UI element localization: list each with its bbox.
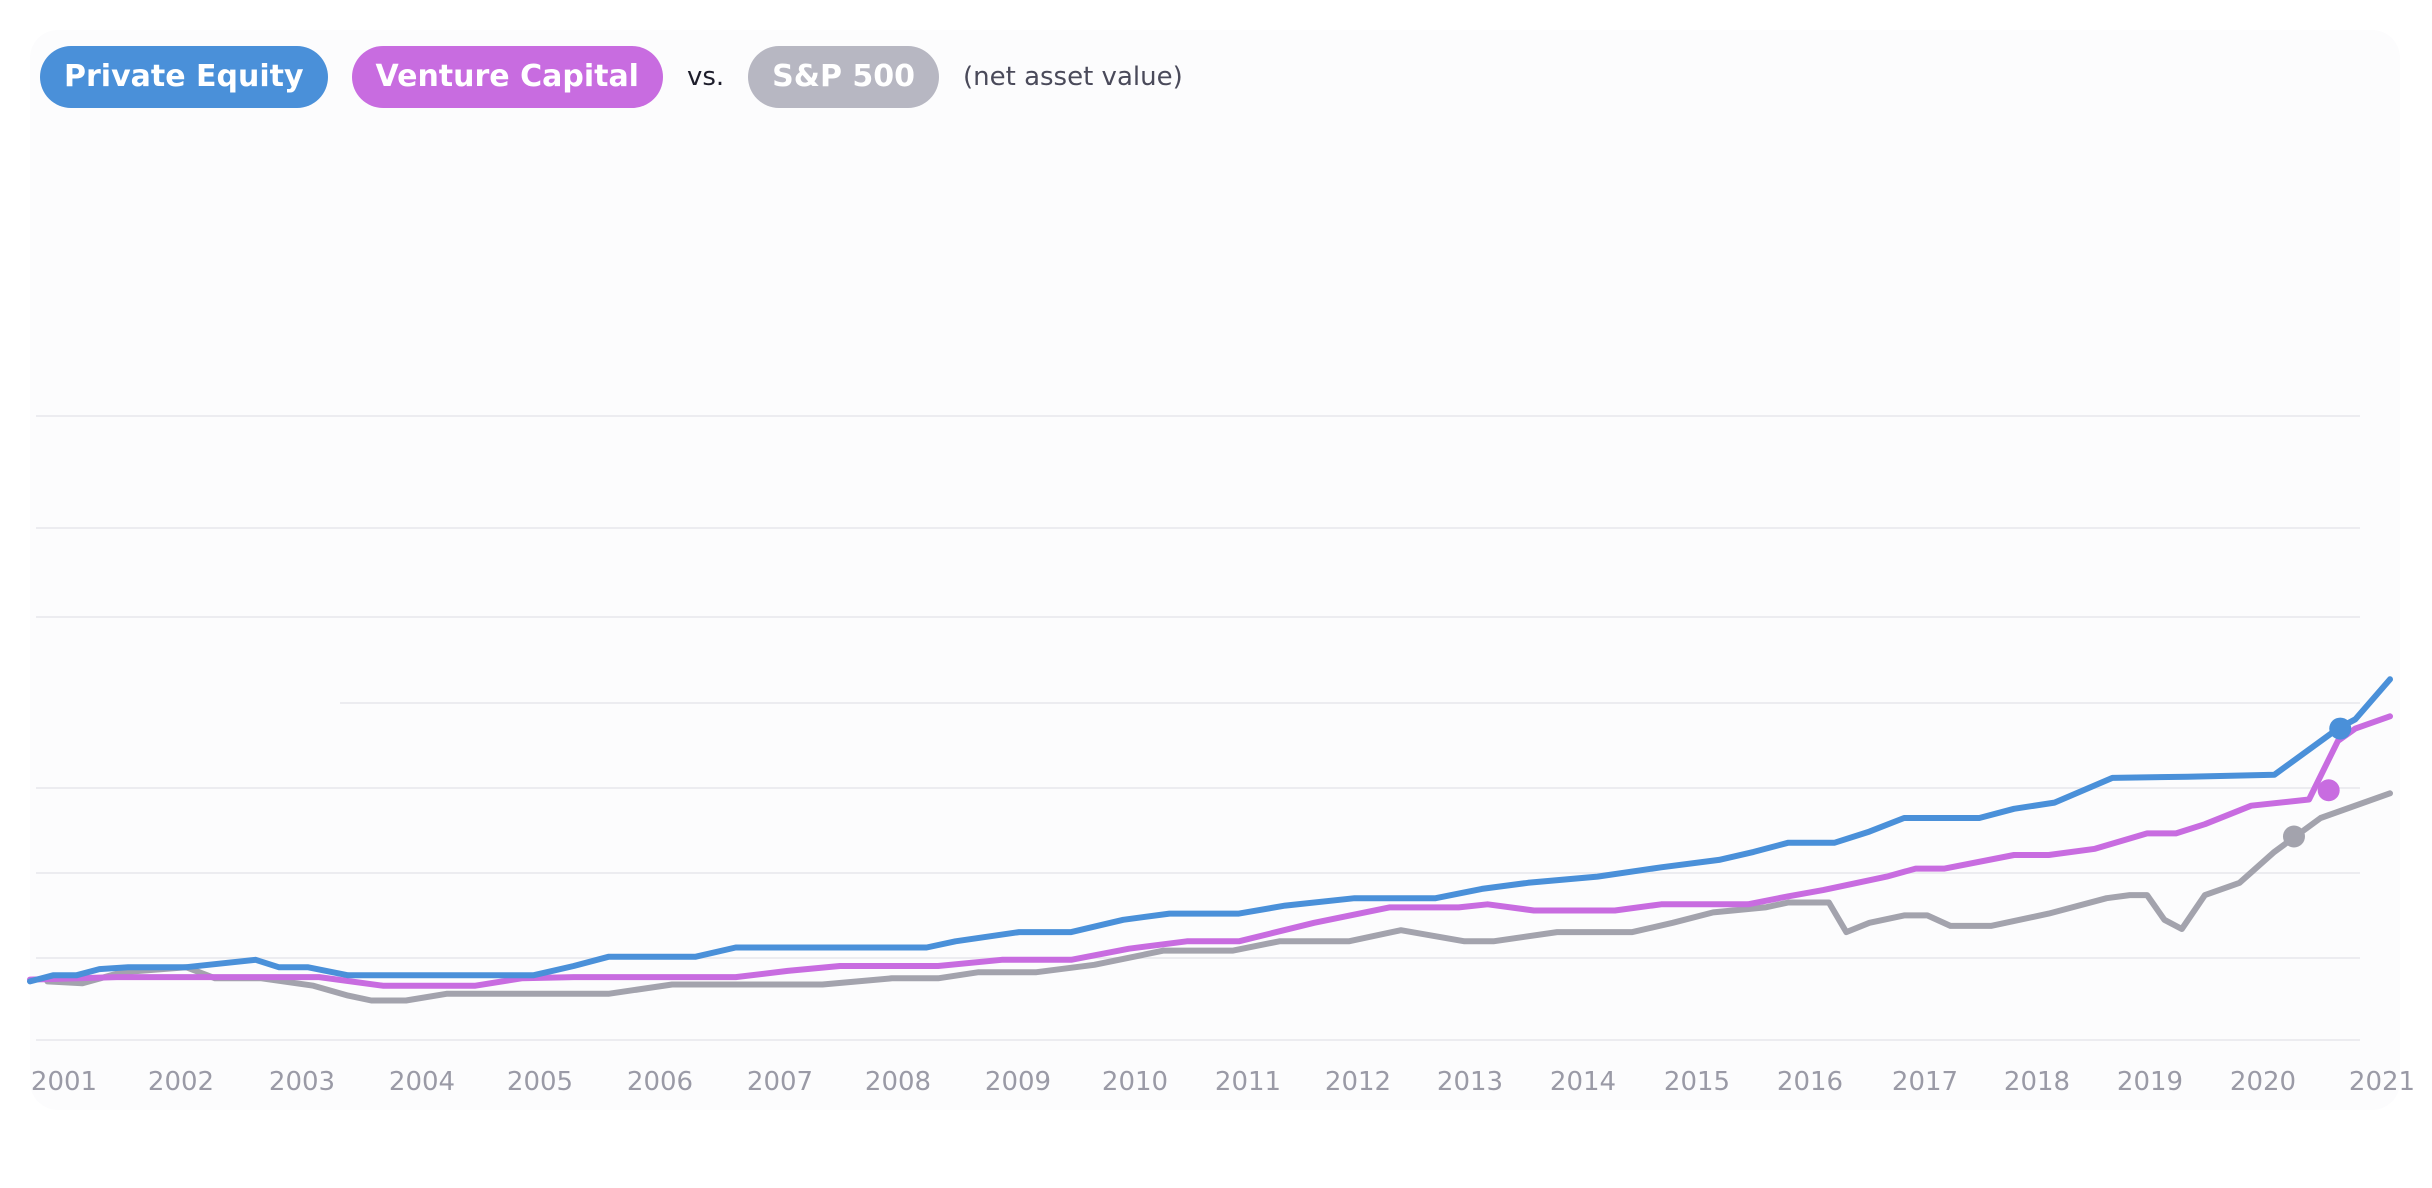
x-tick-label: 2015	[1664, 1067, 1730, 1097]
x-tick-label: 2002	[148, 1067, 214, 1097]
x-tick-label: 2017	[1892, 1067, 1958, 1097]
x-tick-label: 2020	[2230, 1067, 2296, 1097]
series-line-s-p-500	[44, 790, 2393, 1004]
x-axis-ticks: 2001 2002 2003 2004 2005 2006 2007 2008 2009 2010…	[31, 1067, 2415, 1097]
legend-venture-capital[interactable]: Venture Capital	[351, 46, 663, 108]
legend-note: (net asset value)	[963, 62, 1183, 92]
chart-card	[30, 30, 2400, 1110]
x-tick-label: 2013	[1437, 1067, 1503, 1097]
x-tick-label: 2018	[2004, 1067, 2070, 1097]
x-tick-label: 2006	[627, 1067, 693, 1097]
x-tick-label: 2016	[1777, 1067, 1843, 1097]
x-tick-label: 2014	[1550, 1067, 1616, 1097]
legend-sp500[interactable]: S&P 500	[748, 46, 939, 108]
series-lines	[27, 676, 2393, 1004]
x-tick-label: 2008	[865, 1067, 931, 1097]
legend: Private Equity Venture Capital vs. S&P 5…	[40, 46, 1183, 108]
x-tick-label: 2010	[1102, 1067, 1168, 1097]
x-tick-label: 2001	[31, 1067, 97, 1097]
series-markers	[2282, 717, 2352, 848]
x-tick-label: 2003	[269, 1067, 335, 1097]
marker-s-p-500[interactable]	[2282, 825, 2305, 848]
x-tick-label: 2009	[985, 1067, 1051, 1097]
series-line-venture-capital	[27, 713, 2393, 989]
series-line-private-equity	[27, 676, 2393, 985]
marker-venture-capital[interactable]	[2317, 779, 2340, 802]
x-tick-label: 2021	[2349, 1067, 2415, 1097]
grid-lines	[36, 415, 2360, 1041]
legend-private-equity[interactable]: Private Equity	[40, 46, 328, 108]
legend-vs-label: vs.	[686, 62, 725, 92]
x-tick-label: 2007	[747, 1067, 813, 1097]
x-tick-label: 2004	[389, 1067, 455, 1097]
x-tick-label: 2005	[507, 1067, 573, 1097]
x-tick-label: 2019	[2117, 1067, 2183, 1097]
x-tick-label: 2011	[1215, 1067, 1281, 1097]
x-tick-label: 2012	[1325, 1067, 1391, 1097]
marker-private-equity[interactable]	[2329, 717, 2352, 740]
